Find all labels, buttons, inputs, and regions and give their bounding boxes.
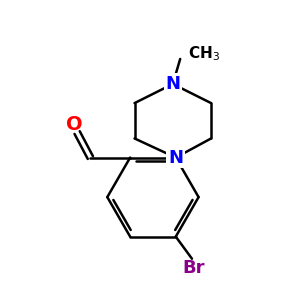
- Text: N: N: [165, 75, 180, 93]
- Text: O: O: [67, 115, 83, 134]
- Text: CH$_3$: CH$_3$: [188, 44, 220, 63]
- Text: Br: Br: [182, 259, 205, 277]
- Text: N: N: [168, 148, 183, 166]
